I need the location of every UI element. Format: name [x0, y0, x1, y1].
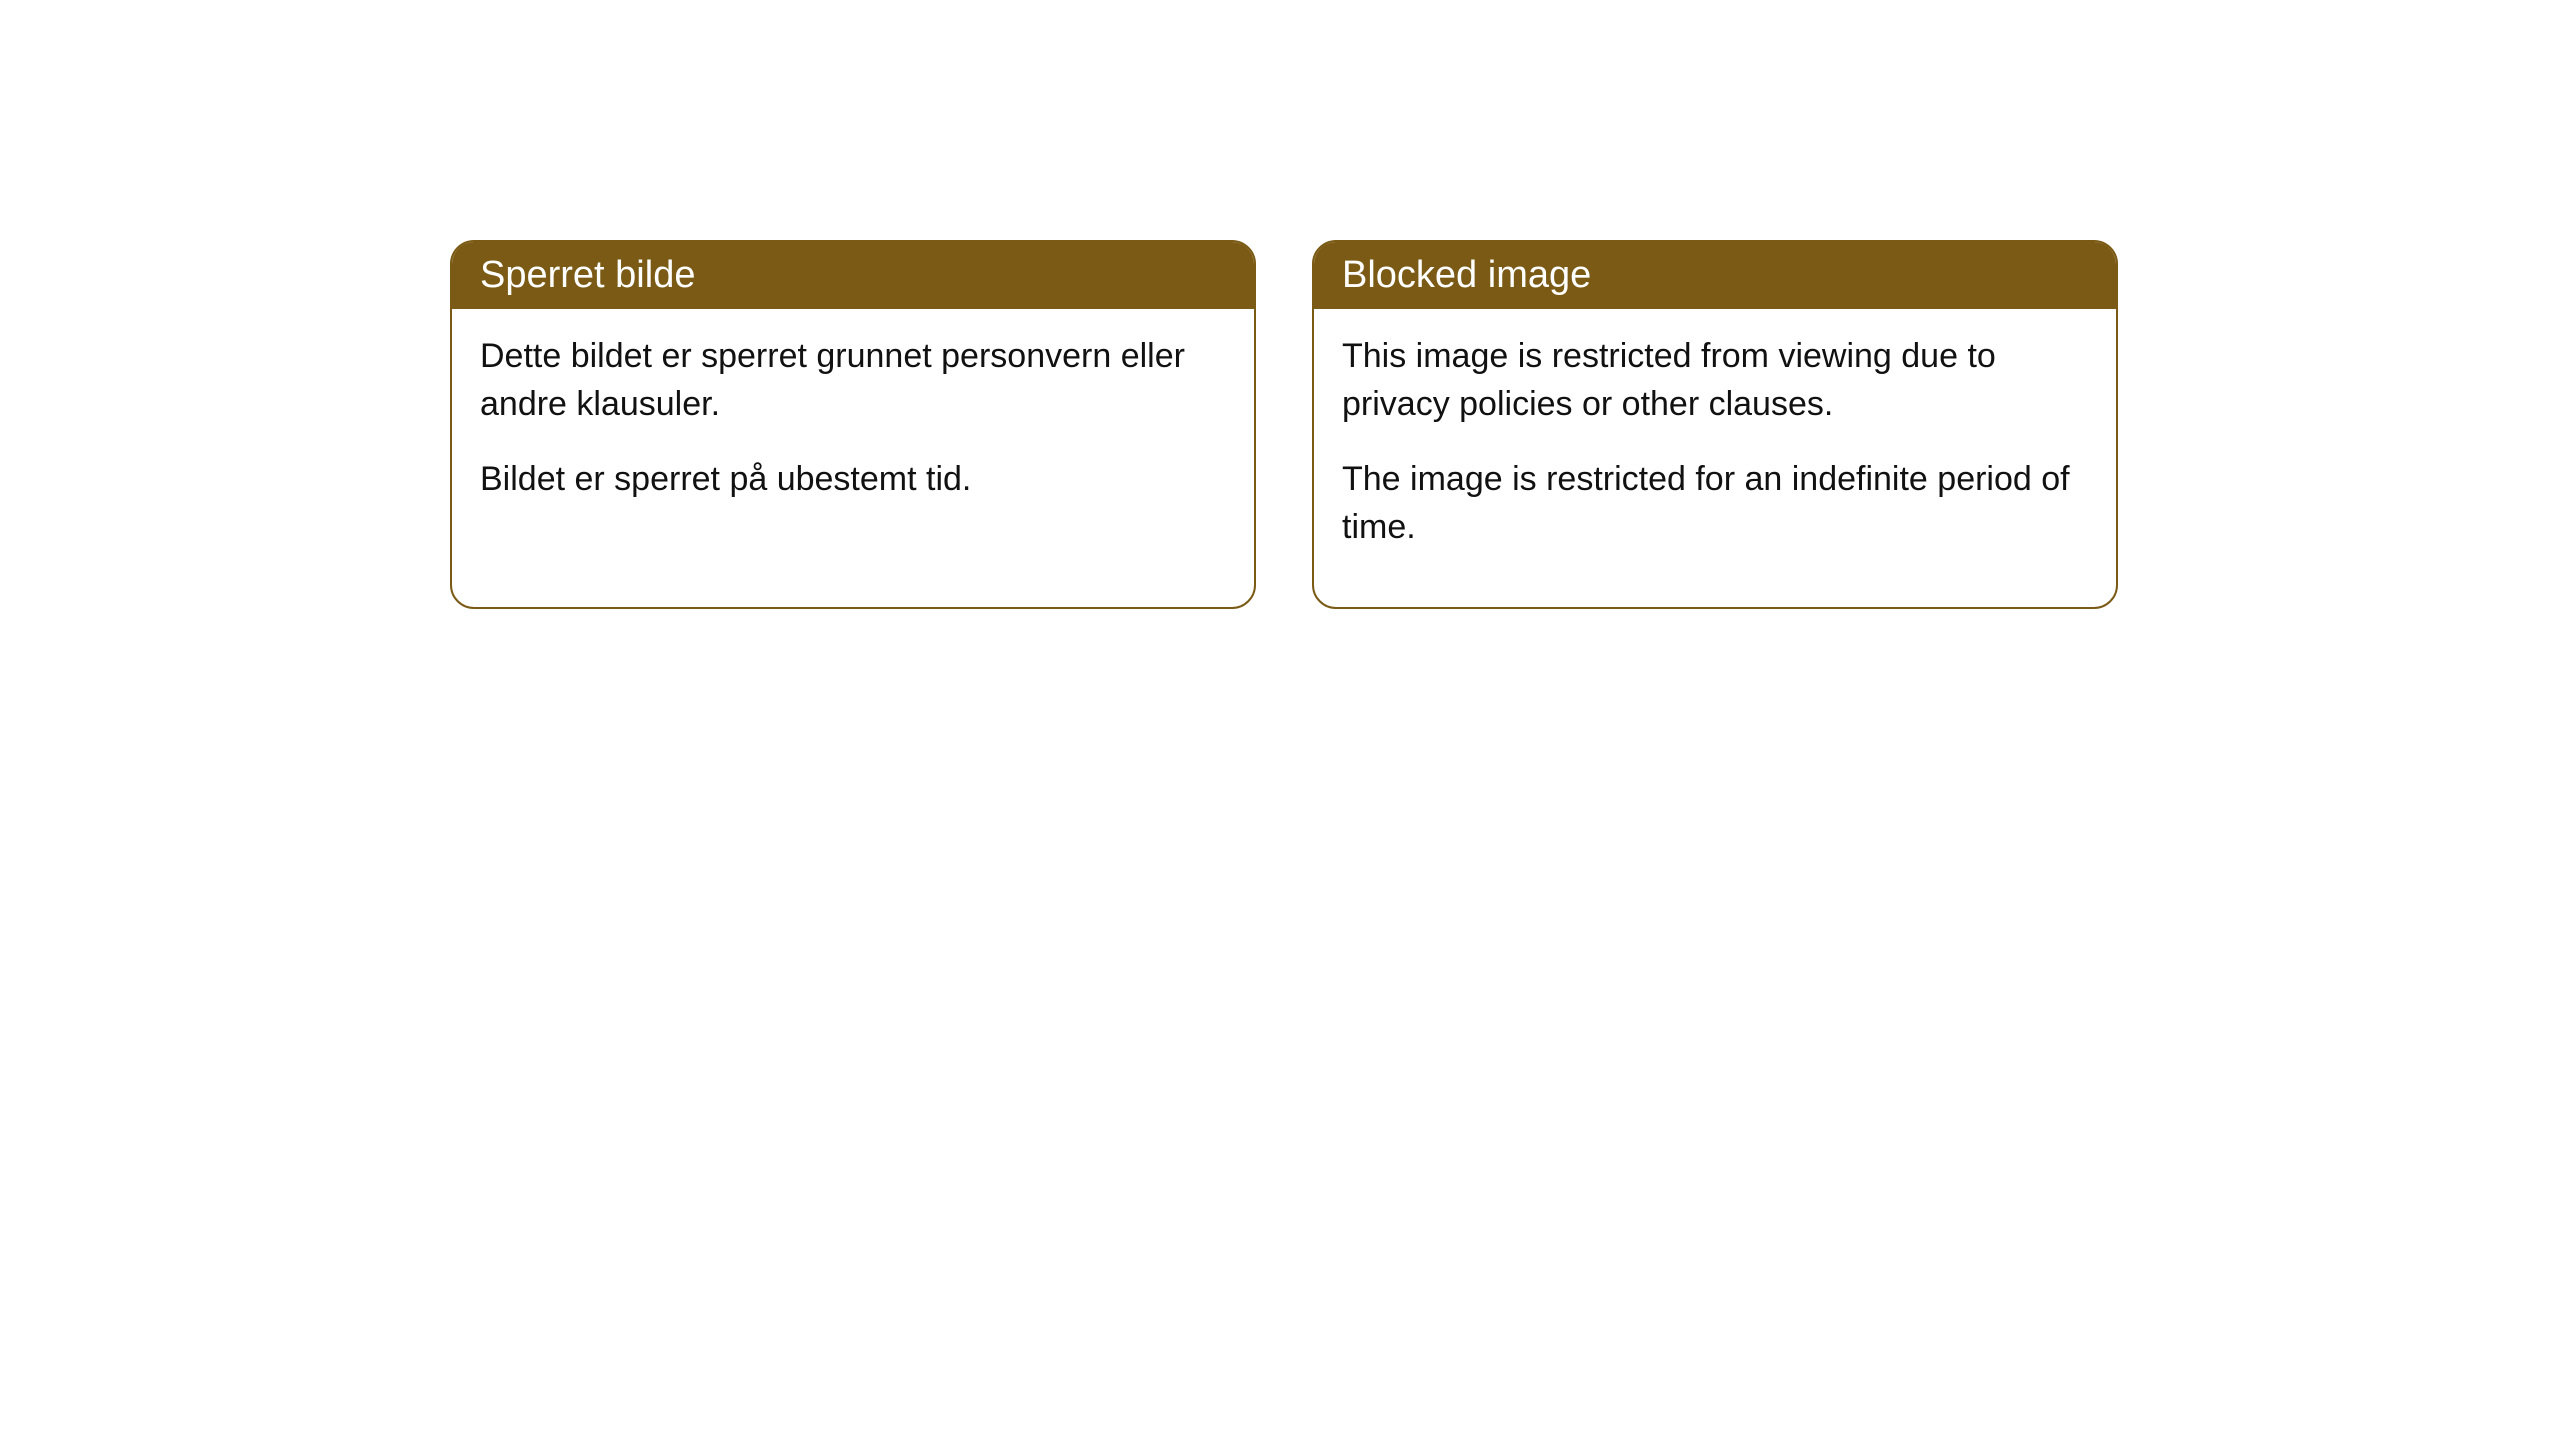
card-header: Blocked image [1314, 242, 2116, 309]
card-paragraph: The image is restricted for an indefinit… [1342, 456, 2088, 551]
notice-card-norwegian: Sperret bilde Dette bildet er sperret gr… [450, 240, 1256, 609]
card-header: Sperret bilde [452, 242, 1254, 309]
notice-card-english: Blocked image This image is restricted f… [1312, 240, 2118, 609]
card-paragraph: This image is restricted from viewing du… [1342, 333, 2088, 428]
card-paragraph: Dette bildet er sperret grunnet personve… [480, 333, 1226, 428]
card-title: Blocked image [1342, 254, 1591, 296]
card-title: Sperret bilde [480, 254, 695, 296]
card-paragraph: Bildet er sperret på ubestemt tid. [480, 456, 1226, 504]
card-body: Dette bildet er sperret grunnet personve… [452, 309, 1254, 560]
card-body: This image is restricted from viewing du… [1314, 309, 2116, 607]
notice-cards-container: Sperret bilde Dette bildet er sperret gr… [450, 240, 2118, 609]
